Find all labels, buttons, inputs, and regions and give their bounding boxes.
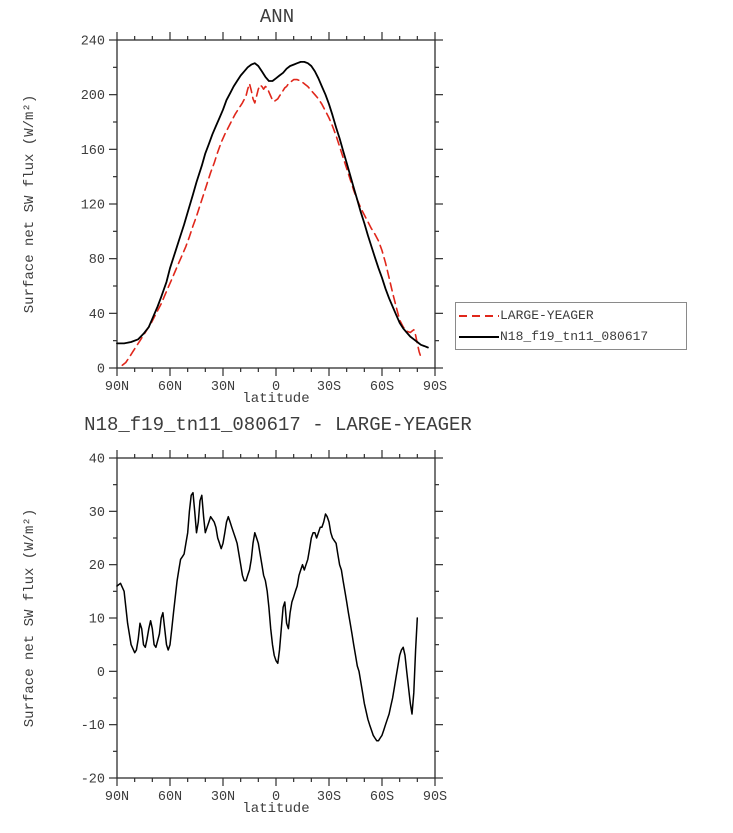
legend-box: LARGE-YEAGER N18_f19_tn11_080617 — [455, 302, 687, 350]
x-tick-label: 60N — [158, 380, 182, 395]
y-tick-label: 0 — [97, 666, 105, 681]
x-tick-label: 90N — [105, 380, 129, 395]
y-tick-label: 240 — [81, 35, 105, 50]
top-chart-title: ANN — [259, 6, 295, 28]
bottom-chart-x-axis-label: latitude — [242, 801, 310, 817]
y-tick-label: -10 — [81, 719, 105, 734]
y-tick-label: 40 — [89, 308, 105, 323]
y-tick-label: 80 — [89, 253, 105, 268]
red-dashed-line-sample — [459, 314, 499, 317]
legend-entry-large-yeager: LARGE-YEAGER — [456, 305, 686, 326]
y-tick-label: 0 — [97, 363, 105, 378]
x-tick-label: 30S — [317, 380, 341, 395]
top-chart-y-axis-label: Surface net SW flux (W/m²) — [22, 94, 38, 314]
y-tick-label: 20 — [89, 559, 105, 574]
plot-frame — [116, 39, 436, 369]
legend-entry-model: N18_f19_tn11_080617 — [456, 326, 686, 347]
y-tick-label: 120 — [81, 199, 105, 214]
x-tick-label: 30N — [211, 380, 235, 395]
x-tick-label: 30S — [317, 790, 341, 805]
x-tick-label: 90S — [423, 790, 447, 805]
legend-label-model: N18_f19_tn11_080617 — [500, 329, 649, 344]
y-tick-label: 10 — [89, 613, 105, 628]
x-tick-label: 60N — [158, 790, 182, 805]
plot-frame — [116, 457, 436, 779]
x-tick-label: 30N — [211, 790, 235, 805]
y-tick-label: 160 — [81, 144, 105, 159]
x-tick-label: 90S — [423, 380, 447, 395]
chart-bottom: 90N 60N 30N 0 30S 60S 90S -20 -10 0 10 20 30 40 — [81, 450, 447, 805]
bottom-chart-y-axis-label: Surface net SW flux (W/m²) — [22, 508, 38, 728]
x-tick-label: 0 — [272, 380, 280, 395]
top-chart-x-axis-label: latitude — [242, 391, 310, 407]
y-tick-label: -20 — [81, 773, 105, 788]
chart-top: 90N 60N 30N 0 30S 60S 90S 0 40 80 120 160 200 240 — [81, 32, 447, 395]
series-line-solid — [116, 491, 419, 742]
black-solid-line-sample — [459, 335, 499, 338]
legend-label-large-yeager: LARGE-YEAGER — [500, 308, 594, 323]
y-tick-label: 200 — [81, 89, 105, 104]
x-tick-label: 60S — [370, 380, 394, 395]
series-line-solid — [116, 61, 429, 349]
x-tick-label: 60S — [370, 790, 394, 805]
y-tick-label: 30 — [89, 506, 105, 521]
x-tick-label: 0 — [272, 790, 280, 805]
x-tick-label: 90N — [105, 790, 129, 805]
series-line-dashed — [121, 78, 422, 367]
bottom-chart-title: N18_f19_tn11_080617 - LARGE-YEAGER — [84, 414, 472, 436]
y-tick-label: 40 — [89, 453, 105, 468]
